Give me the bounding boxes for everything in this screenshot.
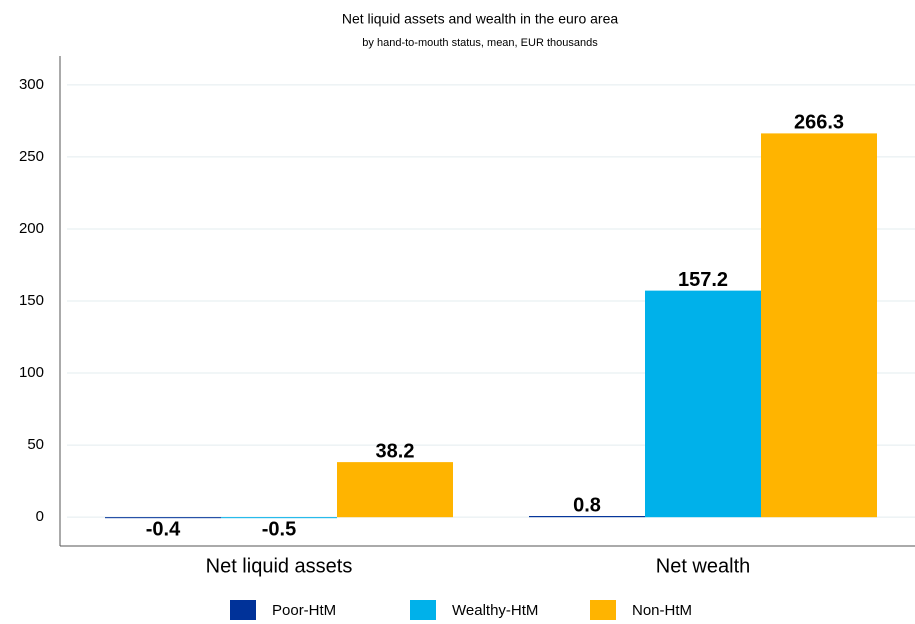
value-label: 0.8 [573, 494, 601, 516]
legend-label: Wealthy-HtM [452, 602, 538, 619]
bar [105, 517, 221, 519]
y-tick-label: 250 [19, 148, 44, 165]
chart-title: Net liquid assets and wealth in the euro… [342, 11, 618, 27]
y-tick-label: 300 [19, 76, 44, 93]
bar [529, 516, 645, 518]
legend-swatch [590, 600, 616, 620]
y-tick-label: 150 [19, 292, 44, 309]
legend-label: Poor-HtM [272, 602, 336, 619]
bar [761, 133, 877, 518]
y-tick-label: 0 [36, 508, 44, 525]
bar [337, 462, 453, 518]
chart-subtitle: by hand-to-mouth status, mean, EUR thous… [362, 37, 598, 49]
legend-label: Non-HtM [632, 602, 692, 619]
value-label: -0.5 [262, 518, 296, 540]
value-label: 38.2 [376, 440, 415, 462]
value-label: 157.2 [678, 269, 728, 291]
bar [221, 517, 337, 519]
bar [645, 290, 761, 518]
y-tick-label: 50 [27, 436, 44, 453]
legend-swatch [230, 600, 256, 620]
x-tick-label: Net wealth [656, 555, 751, 577]
y-tick-label: 100 [19, 364, 44, 381]
x-tick-label: Net liquid assets [206, 555, 353, 577]
value-label: 266.3 [794, 112, 844, 134]
value-label: -0.4 [146, 518, 181, 540]
y-tick-label: 200 [19, 220, 44, 237]
legend-swatch [410, 600, 436, 620]
